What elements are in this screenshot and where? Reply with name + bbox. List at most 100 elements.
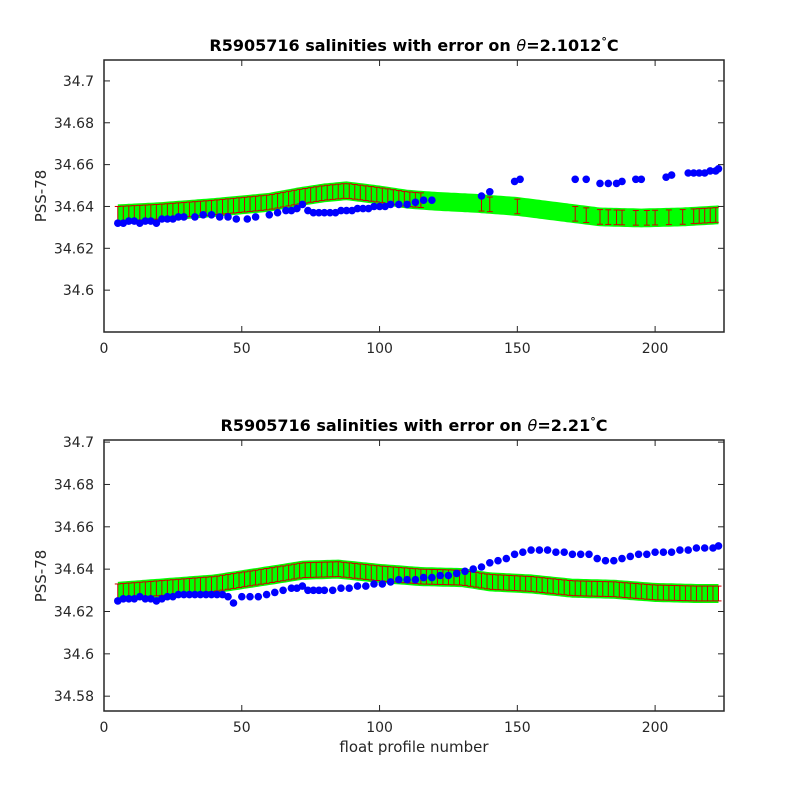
plot-top: R5905716 salinities with error on θ=2.10… bbox=[32, 35, 725, 357]
data-point bbox=[428, 573, 436, 582]
data-point bbox=[119, 595, 128, 603]
data-point bbox=[370, 580, 378, 588]
data-point bbox=[207, 211, 216, 219]
data-point bbox=[552, 548, 560, 556]
y-tick-label: 34.68 bbox=[54, 477, 94, 493]
y-tick-label: 34.62 bbox=[54, 241, 94, 257]
data-point bbox=[684, 169, 692, 177]
y-tick-label: 34.64 bbox=[54, 199, 94, 215]
data-point bbox=[202, 590, 210, 599]
data-point bbox=[634, 550, 643, 559]
y-tick-label: 34.62 bbox=[54, 604, 94, 620]
data-point bbox=[378, 580, 387, 588]
data-point bbox=[436, 571, 445, 580]
data-point bbox=[593, 554, 601, 563]
data-point bbox=[370, 202, 378, 211]
y-tick-label: 34.6 bbox=[63, 647, 94, 663]
data-point bbox=[141, 217, 150, 225]
data-point bbox=[403, 200, 411, 209]
data-point bbox=[298, 200, 307, 209]
data-point bbox=[395, 200, 403, 209]
y-tick-label: 34.66 bbox=[54, 520, 94, 536]
x-tick-label: 0 bbox=[100, 341, 109, 357]
data-point bbox=[224, 592, 232, 601]
data-point bbox=[320, 586, 329, 595]
x-tick-label: 200 bbox=[642, 720, 669, 736]
data-point bbox=[452, 569, 461, 578]
data-point bbox=[461, 567, 469, 576]
data-point bbox=[246, 592, 254, 601]
chart-title: R5905716 salinities with error on θ=2.10… bbox=[209, 35, 618, 56]
data-point bbox=[684, 546, 692, 554]
data-point bbox=[560, 548, 568, 556]
data-point bbox=[596, 179, 604, 188]
data-point bbox=[191, 590, 199, 599]
data-point bbox=[238, 592, 246, 601]
data-point bbox=[163, 215, 172, 223]
data-point bbox=[362, 582, 370, 590]
data-point bbox=[601, 556, 610, 565]
data-point bbox=[158, 215, 166, 223]
data-point bbox=[298, 582, 307, 590]
y-tick-label: 34.7 bbox=[63, 435, 94, 451]
data-point bbox=[502, 554, 511, 563]
data-point bbox=[196, 590, 205, 599]
data-point bbox=[618, 177, 626, 186]
y-axis-label: PSS-78 bbox=[32, 170, 50, 223]
data-point bbox=[585, 550, 593, 559]
data-point bbox=[215, 213, 224, 221]
data-point bbox=[695, 169, 703, 177]
data-point bbox=[315, 586, 323, 595]
data-point bbox=[345, 584, 354, 592]
data-point bbox=[576, 550, 585, 559]
data-point bbox=[516, 175, 524, 184]
data-point bbox=[659, 548, 668, 556]
y-tick-label: 34.68 bbox=[54, 116, 94, 132]
data-point bbox=[637, 175, 646, 184]
data-point bbox=[185, 590, 194, 599]
data-point bbox=[411, 575, 420, 584]
chart-title: R5905716 salinities with error on θ=2.21… bbox=[221, 415, 608, 436]
data-point bbox=[419, 196, 428, 204]
data-point bbox=[229, 599, 238, 607]
data-point bbox=[403, 575, 411, 584]
data-point bbox=[632, 175, 640, 184]
data-point bbox=[519, 548, 527, 556]
data-point bbox=[568, 550, 577, 559]
data-point bbox=[251, 213, 260, 221]
data-point bbox=[444, 571, 453, 580]
data-point bbox=[571, 175, 579, 184]
data-point bbox=[667, 548, 676, 556]
data-point bbox=[359, 204, 367, 213]
x-tick-label: 0 bbox=[100, 720, 109, 736]
data-point bbox=[667, 171, 676, 179]
data-point bbox=[477, 192, 486, 200]
data-point bbox=[254, 592, 263, 601]
y-tick-label: 34.7 bbox=[63, 74, 94, 90]
data-point bbox=[386, 578, 395, 586]
data-point bbox=[271, 588, 279, 597]
x-tick-label: 150 bbox=[504, 720, 531, 736]
x-tick-label: 100 bbox=[366, 720, 393, 736]
data-point bbox=[386, 200, 395, 209]
x-tick-label: 100 bbox=[366, 341, 393, 357]
data-point bbox=[419, 573, 428, 582]
data-point bbox=[337, 584, 345, 592]
data-point bbox=[328, 586, 337, 595]
data-point bbox=[486, 188, 494, 196]
data-point bbox=[287, 584, 296, 592]
data-point bbox=[706, 167, 714, 175]
data-point bbox=[527, 546, 535, 554]
data-point bbox=[714, 542, 723, 550]
data-point bbox=[375, 202, 384, 211]
data-point bbox=[643, 550, 651, 559]
data-point bbox=[282, 206, 290, 215]
data-point bbox=[535, 546, 544, 554]
x-tick-label: 150 bbox=[504, 341, 531, 357]
data-point bbox=[265, 211, 274, 219]
data-point bbox=[582, 175, 590, 184]
salinity-points bbox=[114, 165, 723, 227]
data-point bbox=[174, 590, 183, 599]
y-tick-label: 34.58 bbox=[54, 689, 94, 705]
data-point bbox=[676, 546, 684, 554]
